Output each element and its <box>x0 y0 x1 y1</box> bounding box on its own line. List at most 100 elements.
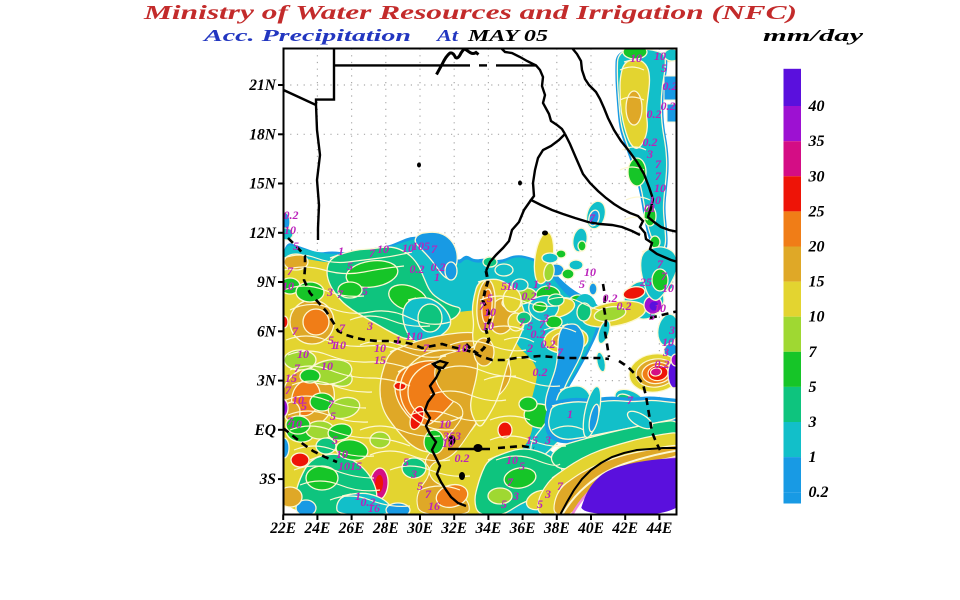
svg-text:7: 7 <box>539 317 546 331</box>
svg-text:10: 10 <box>662 281 674 295</box>
svg-text:5: 5 <box>501 497 507 511</box>
svg-text:34E: 34E <box>474 520 501 537</box>
svg-text:7: 7 <box>507 475 514 489</box>
svg-text:10: 10 <box>282 279 294 293</box>
svg-text:3: 3 <box>544 279 551 293</box>
svg-text:12N: 12N <box>249 225 277 242</box>
svg-text:1: 1 <box>567 407 573 421</box>
svg-text:5: 5 <box>347 259 353 273</box>
svg-text:0.2: 0.2 <box>661 99 676 113</box>
svg-text:32E: 32E <box>440 520 467 537</box>
svg-text:1: 1 <box>355 489 361 503</box>
svg-text:7: 7 <box>294 361 301 375</box>
svg-text:10: 10 <box>649 193 661 207</box>
svg-text:3: 3 <box>662 345 669 359</box>
svg-text:0.2: 0.2 <box>643 135 658 149</box>
svg-text:10: 10 <box>297 347 309 361</box>
svg-text:5: 5 <box>332 433 338 447</box>
svg-text:0.2: 0.2 <box>284 208 299 222</box>
svg-text:10: 10 <box>662 335 674 349</box>
svg-text:3: 3 <box>808 414 817 431</box>
svg-text:5: 5 <box>519 459 525 473</box>
svg-text:mm/day: mm/day <box>763 26 864 45</box>
svg-text:7: 7 <box>655 169 662 183</box>
svg-text:3: 3 <box>544 487 551 501</box>
svg-text:0.2: 0.2 <box>431 260 446 274</box>
svg-text:24E: 24E <box>303 520 330 537</box>
svg-text:10: 10 <box>377 242 389 256</box>
svg-text:10: 10 <box>809 309 825 326</box>
svg-text:0.2: 0.2 <box>603 291 618 305</box>
svg-text:25: 25 <box>808 203 825 220</box>
svg-text:5: 5 <box>417 479 423 493</box>
svg-text:42E: 42E <box>611 520 638 537</box>
svg-text:0.2: 0.2 <box>541 337 556 351</box>
svg-text:10: 10 <box>654 181 666 195</box>
svg-text:10: 10 <box>506 279 518 293</box>
svg-text:10: 10 <box>334 338 346 352</box>
svg-text:5: 5 <box>301 399 307 413</box>
svg-text:0.2: 0.2 <box>410 262 425 276</box>
svg-text:10: 10 <box>292 393 304 407</box>
svg-text:7: 7 <box>431 242 438 256</box>
svg-text:1: 1 <box>533 277 539 291</box>
svg-text:1: 1 <box>395 333 401 347</box>
svg-text:5: 5 <box>293 239 299 253</box>
svg-text:10: 10 <box>336 447 348 461</box>
svg-text:10: 10 <box>439 417 451 431</box>
svg-text:3: 3 <box>668 323 675 337</box>
svg-text:7: 7 <box>557 345 564 359</box>
svg-text:2: 2 <box>526 341 533 355</box>
svg-text:15N: 15N <box>249 176 277 193</box>
svg-text:0.2: 0.2 <box>522 289 537 303</box>
svg-text:1015: 1015 <box>338 459 362 473</box>
svg-text:40E: 40E <box>577 520 604 537</box>
svg-text:0.2: 0.2 <box>647 107 662 121</box>
svg-text:MAY 05: MAY 05 <box>467 26 549 45</box>
svg-text:7: 7 <box>557 479 564 493</box>
svg-text:10: 10 <box>630 51 642 65</box>
svg-text:10: 10 <box>482 319 494 333</box>
svg-text:10: 10 <box>654 301 666 315</box>
svg-text:21N: 21N <box>248 77 277 94</box>
svg-text:0.2: 0.2 <box>617 299 632 313</box>
svg-text:5: 5 <box>649 309 655 323</box>
svg-text:Acc. Precipitation: Acc. Precipitation <box>202 26 411 45</box>
svg-text:353: 353 <box>442 429 461 443</box>
svg-text:0.2: 0.2 <box>809 484 829 501</box>
svg-text:3: 3 <box>512 489 519 503</box>
svg-text:6N: 6N <box>257 323 277 340</box>
svg-text:7: 7 <box>337 287 344 301</box>
svg-text:7: 7 <box>423 341 430 355</box>
svg-text:10: 10 <box>374 341 386 355</box>
svg-text:1: 1 <box>434 270 440 284</box>
svg-text:1: 1 <box>809 449 817 466</box>
svg-text:5: 5 <box>527 319 533 333</box>
svg-text:7: 7 <box>425 487 432 501</box>
svg-text:10: 10 <box>442 436 454 450</box>
svg-text:0.2: 0.2 <box>533 365 548 379</box>
svg-text:EQ: EQ <box>253 422 276 439</box>
svg-text:20: 20 <box>808 239 825 256</box>
svg-text:5: 5 <box>501 279 507 293</box>
svg-text:10: 10 <box>484 305 496 319</box>
svg-text:7: 7 <box>657 257 664 271</box>
svg-text:10: 10 <box>506 453 518 467</box>
svg-text:1: 1 <box>338 244 344 258</box>
svg-text:15: 15 <box>285 371 297 385</box>
svg-text:16: 16 <box>368 501 380 515</box>
svg-text:3: 3 <box>366 319 373 333</box>
svg-text:10: 10 <box>402 241 414 255</box>
svg-text:5: 5 <box>487 291 493 305</box>
svg-text:7: 7 <box>627 393 634 407</box>
svg-text:15: 15 <box>526 433 538 447</box>
svg-text:110: 110 <box>405 329 422 343</box>
svg-text:3: 3 <box>544 433 551 447</box>
svg-text:9N: 9N <box>257 274 277 291</box>
svg-text:15: 15 <box>374 353 386 367</box>
svg-text:10: 10 <box>584 265 596 279</box>
svg-text:7: 7 <box>287 414 294 428</box>
svg-text:0.2: 0.2 <box>655 357 670 371</box>
svg-text:25: 25 <box>639 275 652 289</box>
svg-text:5: 5 <box>537 497 543 511</box>
